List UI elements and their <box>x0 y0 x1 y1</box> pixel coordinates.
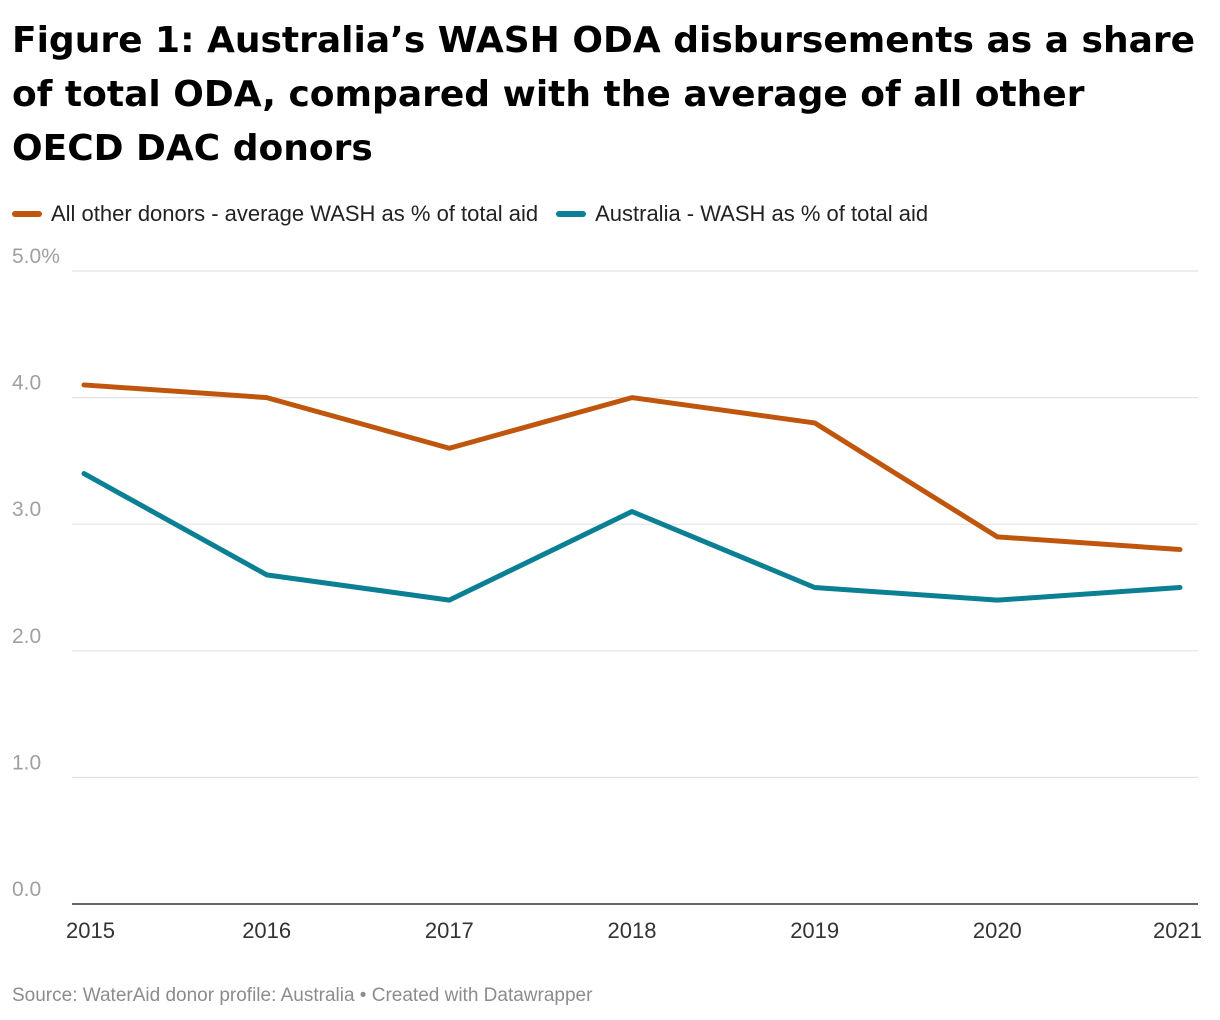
x-tick-label: 2017 <box>425 918 474 943</box>
legend-item-other-donors: All other donors - average WASH as % of … <box>12 201 538 227</box>
x-tick-label: 2021 <box>1153 918 1202 943</box>
legend: All other donors - average WASH as % of … <box>12 198 946 230</box>
y-tick-label: 1.0 <box>12 751 41 774</box>
legend-label-australia: Australia - WASH as % of total aid <box>595 201 929 226</box>
line-chart: 0.0 1.0 2.0 3.0 4.0 5.0% 2015 2016 2017 2018 2019… <box>12 245 1202 943</box>
y-tick-label: 3.0 <box>12 498 41 521</box>
chart-title: Figure 1: Australia’s WASH ODA disbursem… <box>12 20 1196 169</box>
y-tick-label: 4.0 <box>12 372 41 395</box>
y-tick-label: 5.0% <box>12 245 60 268</box>
y-tick-label: 0.0 <box>12 878 41 901</box>
x-tick-label: 2019 <box>790 918 839 943</box>
series-lines <box>81 382 1183 603</box>
legend-label-other-donors: All other donors - average WASH as % of … <box>51 201 539 226</box>
x-tick-label: 2015 <box>66 918 115 943</box>
legend-swatch-other-donors <box>12 211 42 217</box>
series-line-other-donors <box>81 382 1183 553</box>
legend-swatch-australia <box>556 211 587 217</box>
y-axis-ticks: 0.0 1.0 2.0 3.0 4.0 5.0% <box>12 245 60 901</box>
x-axis-ticks: 2015 2016 2017 2018 2019 2020 2021 <box>66 918 1202 943</box>
source-note: Source: WaterAid donor profile: Australi… <box>12 985 593 1006</box>
x-tick-label: 2018 <box>608 918 657 943</box>
grid-lines <box>72 270 1198 905</box>
x-tick-label: 2016 <box>242 918 291 943</box>
legend-item-australia: Australia - WASH as % of total aid <box>556 201 928 227</box>
y-tick-label: 2.0 <box>12 625 41 648</box>
x-tick-label: 2020 <box>973 918 1022 943</box>
